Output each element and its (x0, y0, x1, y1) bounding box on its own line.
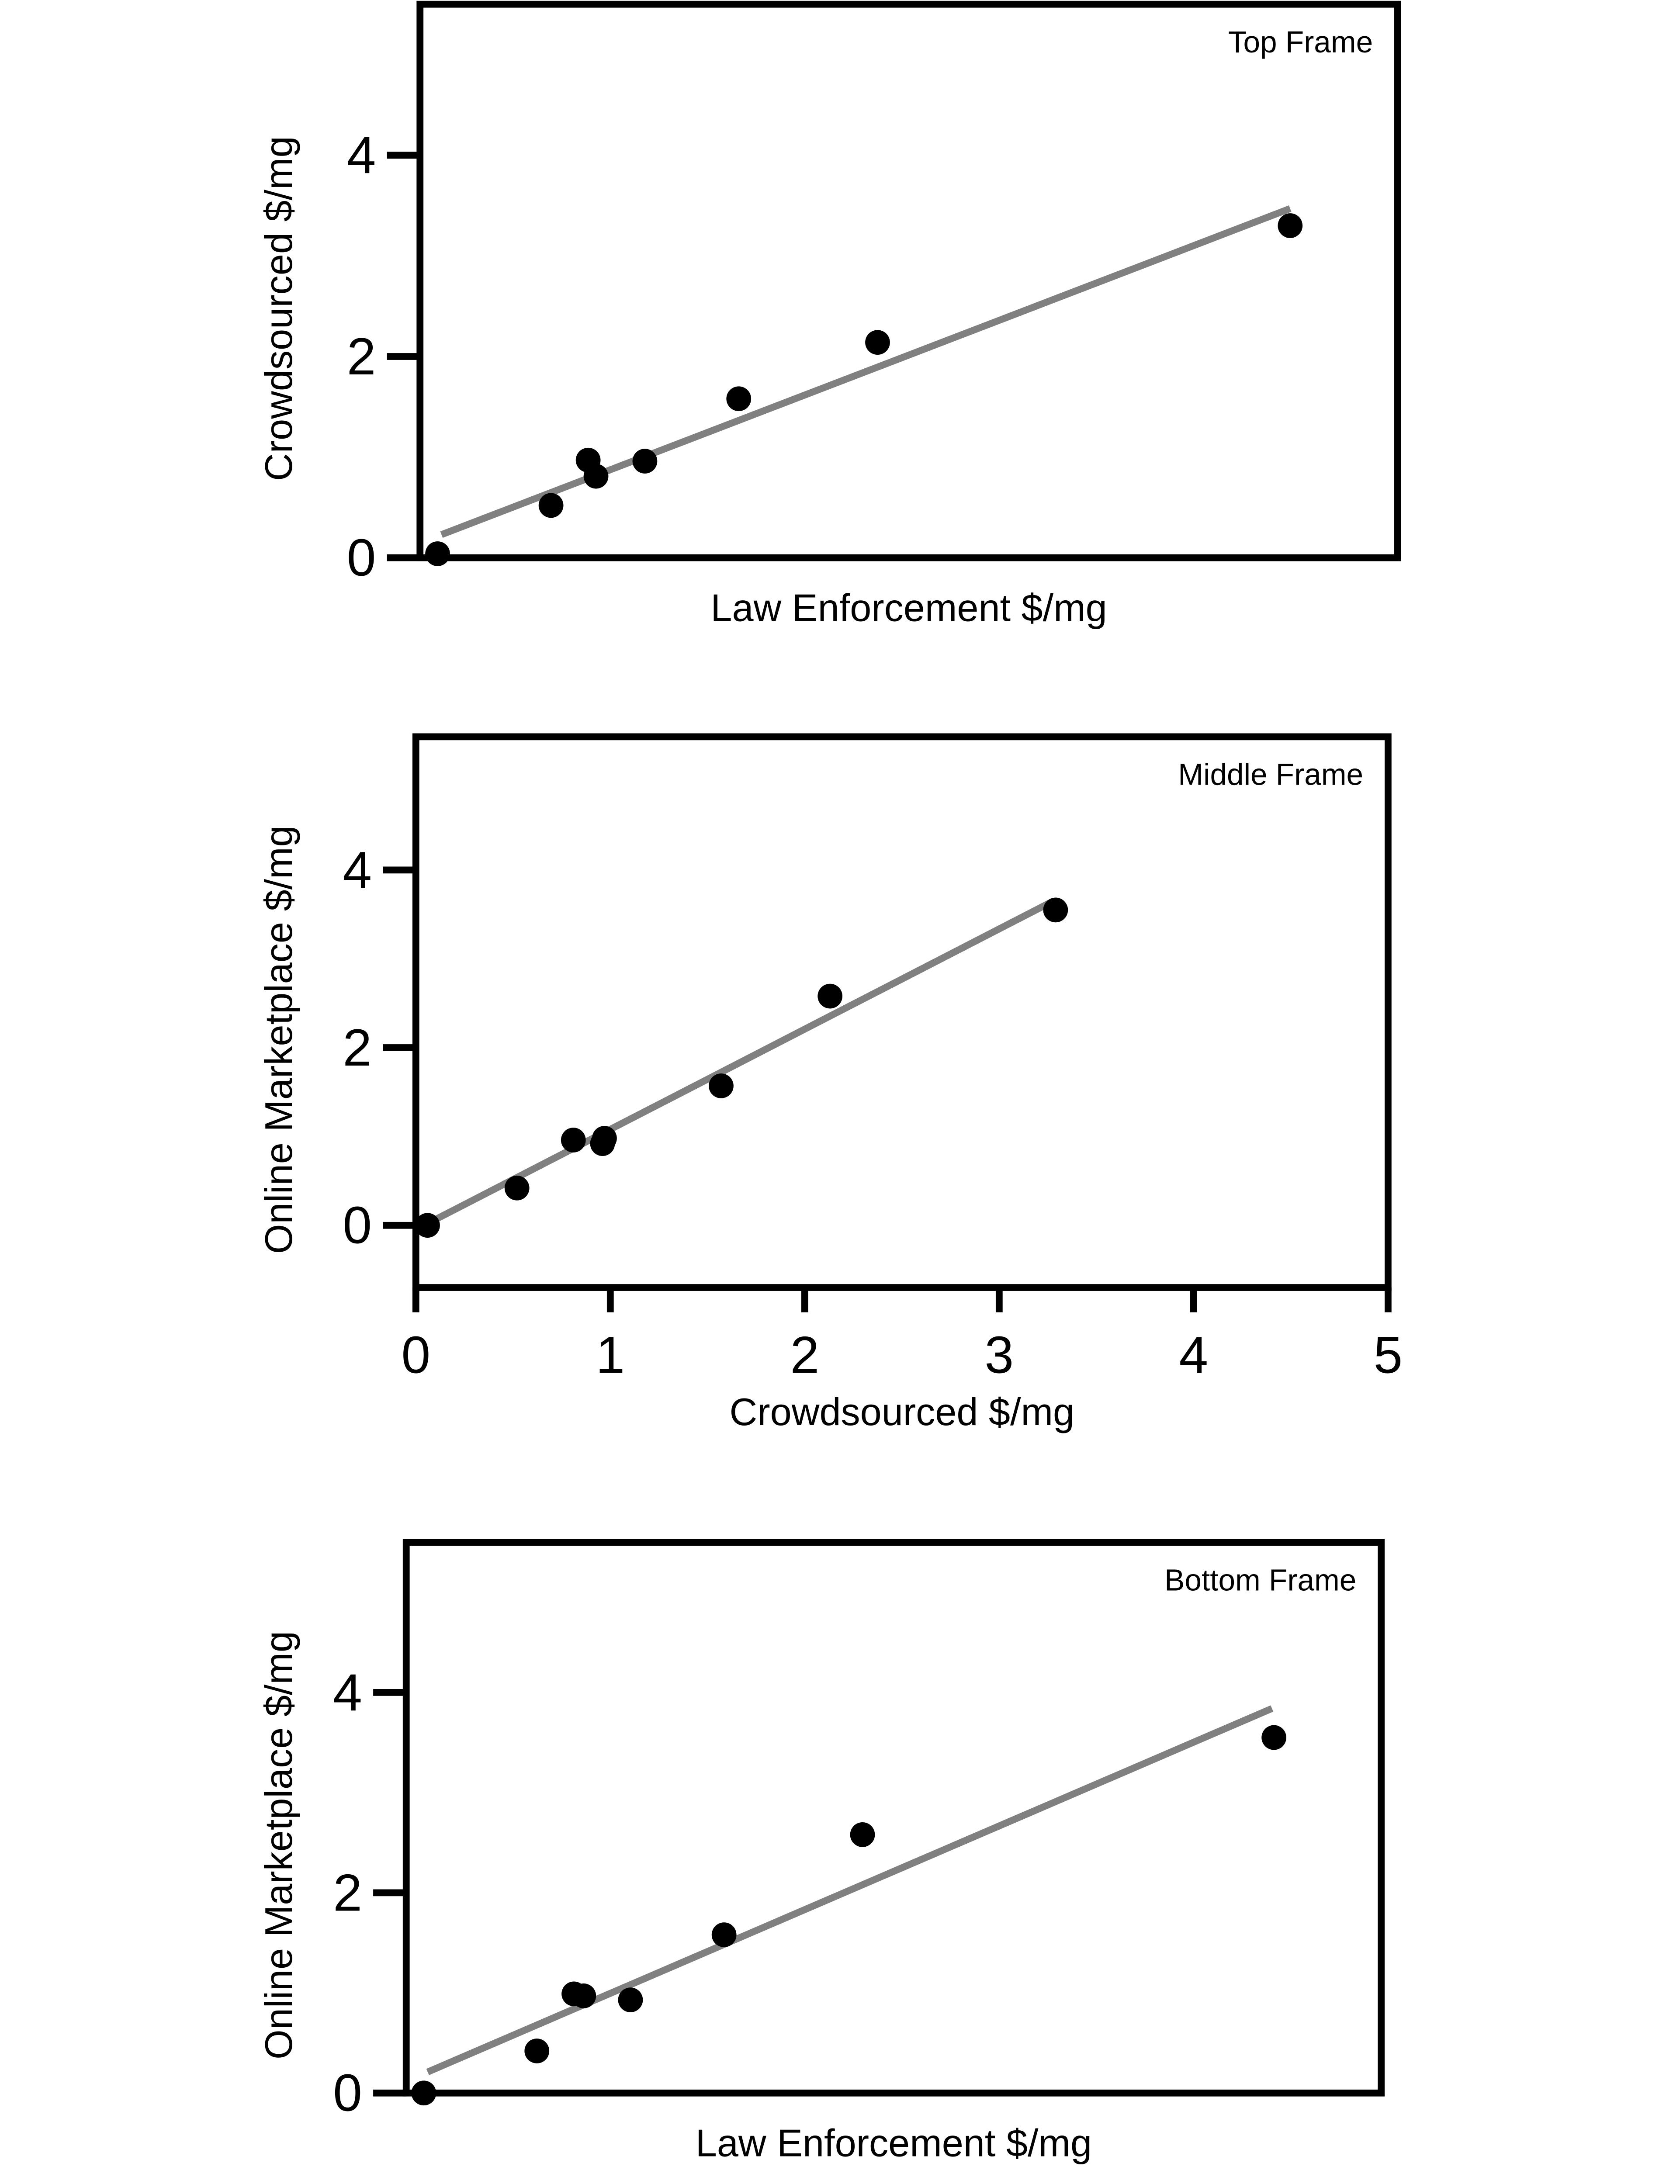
data-point (504, 1175, 530, 1201)
data-point (709, 1073, 734, 1098)
x-tick-label: 2 (790, 1326, 820, 1384)
plot-frame (412, 733, 1392, 1291)
plot-frame (402, 1539, 1385, 2097)
data-point (632, 449, 658, 474)
y-axis-title: Crowdsourced $/mg (257, 136, 300, 481)
data-point (571, 1983, 596, 2008)
y-tick-label: 4 (333, 1664, 362, 1722)
chart-panel: 0 2 4 0 1 2 3 4 5 Middle Frame Crowdsourced $/mg On… (257, 733, 1403, 1433)
y-tick-label: 0 (343, 1197, 372, 1255)
y-axis-title: Online Marketplace $/mg (257, 825, 300, 1254)
data-point (1278, 213, 1303, 238)
y-tick-label: 4 (343, 841, 372, 899)
y-tick-label: 0 (347, 529, 376, 587)
data-point (618, 1987, 643, 2012)
data-point (524, 2039, 550, 2063)
y-tick-label: 0 (333, 2064, 362, 2122)
y-axis-title: Online Marketplace $/mg (257, 1631, 300, 2059)
x-axis-title: Crowdsourced $/mg (730, 1390, 1075, 1433)
trendline (426, 1705, 1274, 2075)
plot-frame (416, 0, 1401, 561)
trendline (426, 900, 1052, 1227)
y-tick-label: 4 (347, 126, 376, 184)
x-axis-title: Law Enforcement $/mg (710, 586, 1107, 630)
y-tick-label: 2 (333, 1864, 362, 1922)
trendline (440, 205, 1292, 538)
data-point (711, 1922, 737, 1947)
data-point (726, 386, 752, 412)
data-point (1043, 897, 1068, 923)
y-tick-label: 2 (347, 328, 376, 386)
y-tick-label: 2 (343, 1019, 372, 1077)
data-point (583, 464, 609, 489)
data-point (538, 493, 564, 518)
x-tick-label: 3 (985, 1326, 1014, 1384)
data-point (592, 1126, 617, 1151)
chart-panel: 0 2 4 Top Frame Law Enforcement $/mg Crowdsou… (257, 0, 1401, 630)
data-point (561, 1128, 586, 1153)
x-tick-label: 5 (1374, 1326, 1403, 1384)
chart-panel: 0 2 4 Bottom Frame Law Enforcement $/mg Onlin… (257, 1539, 1385, 2165)
frame-label: Bottom Frame (1164, 1563, 1356, 1597)
data-point (817, 983, 843, 1009)
frame-label: Middle Frame (1178, 758, 1363, 792)
x-tick-label: 4 (1179, 1326, 1209, 1384)
x-tick-label: 1 (596, 1326, 625, 1384)
data-point (865, 330, 890, 355)
data-point (1261, 1725, 1287, 1750)
data-point (850, 1822, 875, 1847)
data-point (415, 1213, 440, 1238)
data-point (425, 541, 450, 566)
x-tick-label: 0 (401, 1326, 430, 1384)
frame-label: Top Frame (1228, 25, 1373, 59)
x-axis-title: Law Enforcement $/mg (696, 2122, 1092, 2165)
